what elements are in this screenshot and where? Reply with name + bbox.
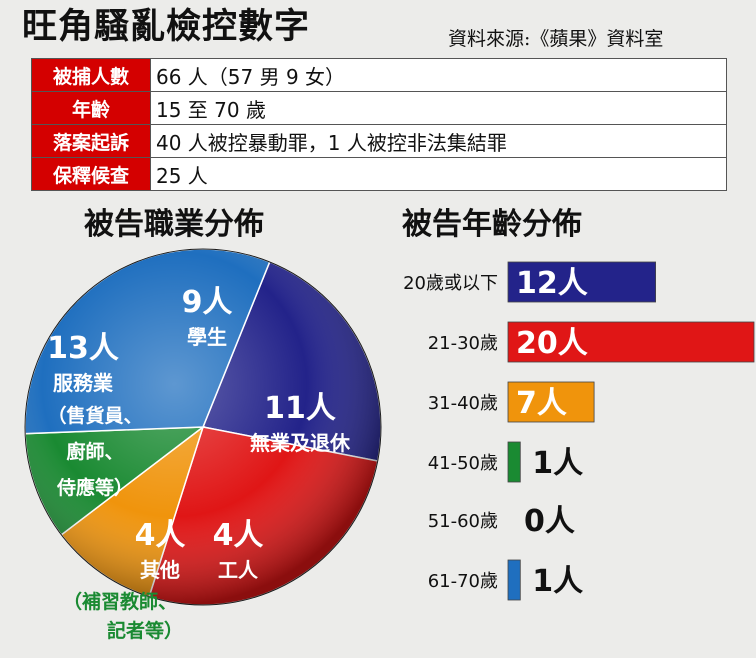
pie-slice-category-label: 其他 xyxy=(140,558,180,582)
pie-slice-note-label: 廚師、 xyxy=(66,440,123,463)
fact-label: 被捕人數 xyxy=(31,58,151,92)
pie-slice-value-label: 4人 xyxy=(135,518,186,553)
bar-outline xyxy=(507,321,755,363)
pie-slice-note-label: （補習教師、 xyxy=(63,590,177,613)
bar xyxy=(508,442,521,482)
page-title: 旺角騷亂檢控數字 xyxy=(22,7,311,47)
pie-slice-category-label: 服務業 xyxy=(53,371,114,395)
source-credit: 資料來源:《蘋果》資料室 xyxy=(448,28,664,50)
pie-slice-note-label: 記者等） xyxy=(107,619,183,642)
facts-row: 落案起訴 40 人被控暴動罪，1 人被控非法集結罪 xyxy=(31,124,727,158)
bar-outline xyxy=(507,441,521,483)
bar-value-label: 1人 xyxy=(532,446,583,481)
bar-category-label: 61-70歲 xyxy=(428,571,498,592)
pie-slice-value-label: 4人 xyxy=(213,518,264,553)
pie-slice-category-label: 工人 xyxy=(218,558,259,582)
facts-row: 年齡 15 至 70 歲 xyxy=(31,91,727,125)
bar-outline xyxy=(507,381,595,423)
pie-slice-value-label: 9人 xyxy=(182,285,233,320)
facts-table: 被捕人數 66 人（57 男 9 女） 年齡 15 至 70 歲 落案起訴 40… xyxy=(31,58,727,191)
bar xyxy=(508,262,656,302)
fact-value: 25 人 xyxy=(150,157,727,191)
fact-value: 15 至 70 歲 xyxy=(150,91,727,125)
pie-slice-note-label: 侍應等） xyxy=(56,476,133,499)
pie-outline xyxy=(24,248,382,606)
pie-slice-category-label: 無業及退休 xyxy=(250,431,351,455)
bar xyxy=(508,322,754,362)
pie-slice-note-label: （售貨員、 xyxy=(47,404,142,427)
bar-value-label: 7人 xyxy=(516,386,567,421)
fact-label: 年齡 xyxy=(31,91,151,125)
fact-label: 保釋候查 xyxy=(31,157,151,191)
bar-value-label: 12人 xyxy=(516,266,588,301)
pie-shading xyxy=(25,249,381,605)
bar xyxy=(508,560,521,600)
bar-outline xyxy=(507,261,657,303)
bar-category-label: 31-40歲 xyxy=(428,393,498,414)
bar-category-label: 41-50歲 xyxy=(428,453,498,474)
bar-value-label: 20人 xyxy=(516,326,588,361)
fact-value: 40 人被控暴動罪，1 人被控非法集結罪 xyxy=(150,124,727,158)
pie-slice-category-label: 學生 xyxy=(187,325,227,349)
bar-value-label: 1人 xyxy=(532,564,583,599)
facts-row: 保釋候查 25 人 xyxy=(31,157,727,191)
bar-category-label: 21-30歲 xyxy=(428,333,498,354)
bar-value-label: 0人 xyxy=(524,504,575,539)
pie-slice-value-label: 11人 xyxy=(264,391,336,426)
pie-chart-title: 被告職業分佈 xyxy=(84,207,264,242)
bar-outline xyxy=(507,559,521,601)
bar-chart: 20歲或以下 12人 21-30歲 20人 31-40歲 7人 41-50歲 1人 51-60歲… xyxy=(403,261,755,601)
bar-category-label: 20歲或以下 xyxy=(403,273,498,294)
bar xyxy=(508,382,595,422)
bar-chart-title: 被告年齡分佈 xyxy=(402,207,582,242)
pie-slice-value-label: 13人 xyxy=(47,331,119,366)
bar-category-label: 51-60歲 xyxy=(428,511,498,532)
